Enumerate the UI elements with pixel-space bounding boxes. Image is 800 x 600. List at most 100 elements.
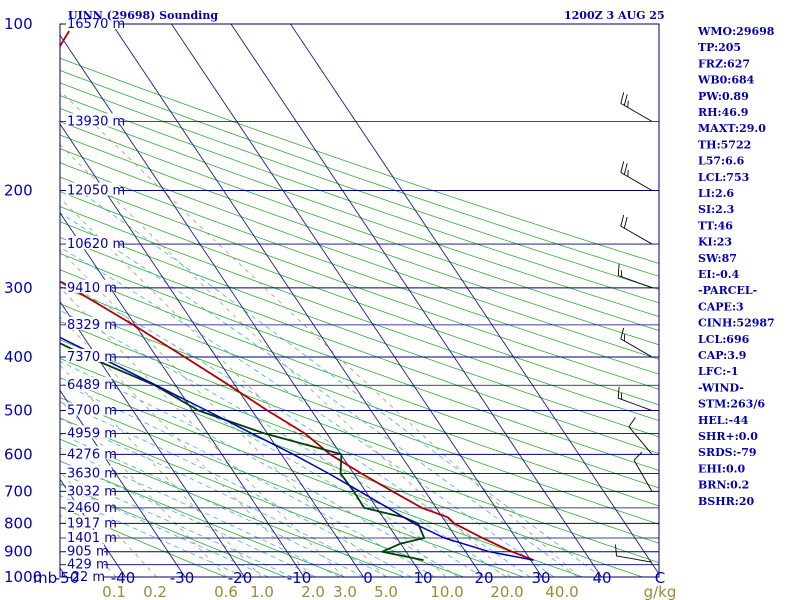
isotherms [60, 24, 659, 577]
height-label-bg [66, 569, 104, 582]
chart-time: 1200Z 3 AUG 25 [564, 9, 665, 22]
moist-adiabat-line [60, 418, 388, 577]
isotherm-line [60, 478, 126, 577]
parcel-profile [60, 336, 534, 561]
sounding-index: TT:46 [698, 219, 733, 232]
wind-barb-flag [620, 161, 625, 173]
wind-barbs [615, 24, 653, 563]
sounding-index: CINH:52987 [698, 317, 775, 330]
pressure-tick-label: 1000 [4, 568, 42, 586]
sounding-index: FRZ:627 [698, 57, 750, 70]
wind-barb-staff [618, 275, 653, 289]
pressure-tick-label: 200 [4, 182, 33, 200]
sounding-index: PW:0.89 [698, 90, 749, 103]
sounding-index: -PARCEL- [698, 284, 757, 297]
height-label-bg [66, 182, 120, 196]
temperature-tick-label: 0 [363, 569, 373, 587]
wind-barb-flag [620, 214, 625, 227]
height-label-bg [66, 279, 112, 293]
wind-barb [633, 451, 653, 492]
mixing-ratio-tick-label: 5.0 [374, 583, 398, 600]
temperature-tick-label: C [655, 569, 665, 587]
mixing-ratio-tick-label: 1.0 [250, 583, 274, 600]
height-label: 3032 m [67, 484, 117, 499]
wind-barb-flag [633, 451, 643, 461]
height-label-bg [66, 377, 112, 391]
sounding-index: SI:2.3 [698, 203, 734, 216]
height-label-bg [66, 402, 112, 416]
mixing-ratio-tick-label: 0.6 [214, 583, 238, 600]
height-label: -22 m [67, 570, 105, 585]
height-label-bg [66, 113, 120, 127]
pressure-tick-label: 800 [4, 514, 33, 532]
sounding-index: SRDS:-79 [698, 446, 757, 459]
height-label-bg [66, 556, 104, 570]
height-label: 905 m [67, 545, 109, 560]
wind-barb-staff [616, 555, 653, 563]
height-label-bg [66, 499, 112, 513]
sounding-index: -WIND- [698, 381, 744, 394]
sounding-index: LCL:696 [698, 333, 750, 346]
sounding-index: MAXT:29.0 [698, 122, 766, 135]
isotherm-line [60, 123, 364, 577]
wind-barb-staff [628, 426, 653, 455]
height-label: 9410 m [67, 281, 117, 296]
mixing-ratio-tick-label: 20.0 [490, 583, 523, 600]
wind-barb [617, 386, 653, 411]
wind-barb-flag [623, 216, 628, 229]
moist-adiabat-line [78, 190, 602, 577]
height-label: 4276 m [67, 447, 117, 462]
pressure-tick-label: 700 [4, 482, 33, 500]
height-label: 12050 m [67, 184, 125, 199]
plot-area [60, 24, 659, 577]
moist-adiabat-line [60, 433, 364, 577]
height-label: 4959 m [67, 426, 117, 441]
sounding-profiles [60, 30, 534, 561]
sounding-index: BSHR:20 [698, 495, 754, 508]
sounding-index: BRN:0.2 [698, 479, 749, 492]
sounding-index: L57:6.6 [698, 155, 745, 168]
plot-frame [59, 23, 660, 578]
mixing-ratio-tick-label: g/kg [644, 583, 677, 600]
height-label-bg [66, 16, 120, 29]
wind-barb-flag [620, 270, 623, 277]
height-label: 10620 m [67, 237, 125, 252]
isotherm-line [171, 24, 543, 577]
sounding-indices-panel: WMO:29698 TP:205 FRZ:627 WB0:684 PW:0.89 RH:4… [697, 25, 775, 508]
height-label-bg [66, 530, 112, 543]
mixing-ratio-tick-label: 10.0 [430, 583, 463, 600]
wind-barb-flag [615, 544, 617, 556]
pressure-tick-label: 400 [4, 348, 33, 366]
wind-barb-flag [620, 392, 623, 400]
height-label: 5700 m [67, 404, 117, 419]
sounding-index: LI:2.6 [698, 187, 734, 200]
temperature-tick-label: 40 [592, 569, 611, 587]
pressure-tick-label: 900 [4, 543, 33, 561]
moist-adiabat-line [60, 495, 245, 577]
height-label: 13930 m [67, 114, 125, 129]
sounding-index: KI:23 [698, 236, 732, 249]
sounding-index: CAP:3.9 [698, 349, 746, 362]
temperature-tick-label: -30 [170, 569, 195, 587]
sounding-index: RH:46.9 [698, 106, 748, 119]
wind-barb [617, 264, 653, 289]
isotherm-line [60, 300, 245, 577]
isotherm-line [60, 212, 305, 577]
pressure-tick-label: 500 [4, 402, 33, 420]
wind-barb-flag [628, 417, 636, 427]
moist-adiabat-line [60, 382, 436, 577]
wind-barb [620, 327, 653, 358]
sounding-index: EHI:0.0 [698, 462, 745, 475]
wind-barb [628, 417, 653, 455]
wind-barb-staff [618, 397, 653, 411]
height-label: 429 m [67, 558, 109, 573]
height-label-bg [66, 425, 112, 439]
isotherm-line [290, 24, 659, 575]
height-label-bg [66, 446, 112, 460]
wind-barb-flag [617, 386, 620, 399]
mixing-ratio-tick-label: 3.0 [333, 583, 357, 600]
pressure-tick-label: 300 [4, 279, 33, 297]
height-label: 8329 m [67, 318, 117, 333]
